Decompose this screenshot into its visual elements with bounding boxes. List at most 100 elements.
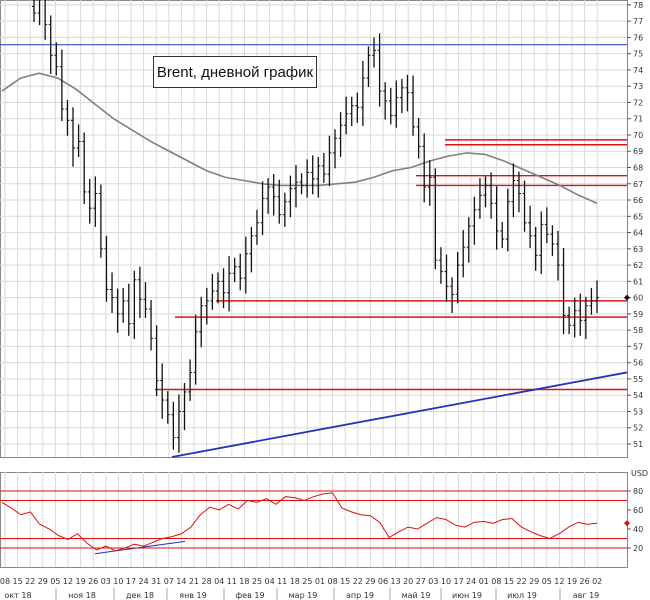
- x-tick-label: 22: [353, 577, 363, 586]
- y-tick-label: 58: [633, 326, 643, 335]
- x-month-label: июн 19: [452, 591, 482, 600]
- chart-title: Brent, дневной график: [153, 56, 317, 88]
- rsi-tick-label: 60: [633, 506, 643, 515]
- rsi-panel: [0, 490, 627, 552]
- x-tick-label: 11: [277, 577, 287, 586]
- y-tick-label: 66: [633, 196, 643, 205]
- x-tick-label: 15: [13, 577, 23, 586]
- x-tick-label: 01: [479, 577, 489, 586]
- price-bars: [32, 0, 599, 453]
- y-tick-label: 52: [633, 424, 643, 433]
- x-month-label: окт 18: [4, 591, 31, 600]
- x-tick-label: 08: [328, 577, 338, 586]
- y-tick-label: 68: [633, 164, 643, 173]
- y-tick-label: 60: [633, 294, 643, 303]
- x-month-label: мар 19: [289, 591, 318, 600]
- y-tick-label: 67: [633, 180, 643, 189]
- x-tick-label: 11: [227, 577, 237, 586]
- support-resistance-levels: [0, 44, 627, 391]
- x-tick-label: 03: [428, 577, 438, 586]
- x-tick-label: 10: [113, 577, 123, 586]
- y-tick-label: 74: [633, 66, 643, 75]
- x-tick-label: 21: [189, 577, 199, 586]
- x-tick-label: 26: [88, 577, 98, 586]
- rsi-tick-label: 80: [633, 487, 643, 496]
- y-tick-label: 64: [633, 229, 643, 238]
- x-tick-label: 25: [252, 577, 262, 586]
- x-tick-label: 12: [63, 577, 73, 586]
- x-tick-label: 18: [290, 577, 300, 586]
- x-month-label: авг 19: [573, 591, 600, 600]
- y-tick-label: 69: [633, 147, 643, 156]
- y-tick-label: 63: [633, 245, 643, 254]
- rsi-panel-frame: [0, 472, 628, 568]
- x-tick-label: 02: [592, 577, 602, 586]
- time-axis: 08 15 22 29 05 12 19 26 03 10 17 24 31 07 14 21 28 04 11 18…: [0, 577, 602, 600]
- price-panel-frame: [0, 0, 628, 458]
- x-tick-label: 14: [176, 577, 186, 586]
- x-tick-label: 24: [466, 577, 476, 586]
- ma-line: [1, 72, 598, 205]
- x-tick-label: 08: [491, 577, 501, 586]
- y-tick-label: 72: [633, 98, 643, 107]
- x-tick-label: 22: [25, 577, 35, 586]
- x-tick-label: 05: [50, 577, 60, 586]
- x-tick-label: 25: [302, 577, 312, 586]
- y-tick-label: 62: [633, 261, 643, 270]
- x-tick-label: 26: [580, 577, 590, 586]
- y-tick-label: 53: [633, 407, 643, 416]
- x-tick-label: 03: [101, 577, 111, 586]
- y-tick-label: 75: [633, 50, 643, 59]
- price-axis: 51 52 53 54 55 56 57 58 59 60 61 62 63 64 65 66 67 68 69 70…: [624, 1, 643, 449]
- x-tick-label: 28: [202, 577, 212, 586]
- x-tick-label: 13: [391, 577, 401, 586]
- x-tick-label: 20: [403, 577, 413, 586]
- x-tick-label: 04: [214, 577, 224, 586]
- y-tick-label: 73: [633, 82, 643, 91]
- y-tick-label: 57: [633, 342, 643, 351]
- y-tick-label: 76: [633, 33, 643, 42]
- x-month-label: июл 19: [507, 591, 537, 600]
- y-tick-label: 56: [633, 359, 643, 368]
- x-tick-label: 15: [504, 577, 514, 586]
- x-tick-label: 29: [38, 577, 48, 586]
- y-tick-label: 51: [633, 440, 643, 449]
- x-month-label: фев 19: [235, 591, 264, 600]
- rsi-last-marker: [624, 520, 630, 527]
- x-tick-label: 18: [239, 577, 249, 586]
- y-tick-label: 59: [633, 310, 643, 319]
- x-tick-label: 17: [454, 577, 464, 586]
- x-tick-label: 10: [441, 577, 451, 586]
- y-tick-label: 54: [633, 391, 643, 400]
- x-month-label: янв 19: [179, 591, 206, 600]
- y-tick-label: 77: [633, 17, 643, 26]
- x-tick-label: 08: [0, 577, 10, 586]
- last-price-marker: [624, 294, 630, 301]
- x-tick-label: 24: [139, 577, 149, 586]
- x-tick-label: 29: [529, 577, 539, 586]
- x-tick-label: 22: [517, 577, 527, 586]
- x-tick-label: 17: [126, 577, 136, 586]
- x-tick-label: 01: [315, 577, 325, 586]
- rsi-unit-label: USD: [631, 469, 648, 478]
- x-month-label: дек 18: [126, 591, 154, 600]
- y-tick-label: 71: [633, 115, 643, 124]
- x-tick-label: 05: [542, 577, 552, 586]
- y-tick-label: 70: [633, 131, 643, 140]
- moving-average: [1, 72, 598, 205]
- x-tick-label: 15: [340, 577, 350, 586]
- x-tick-label: 27: [416, 577, 426, 586]
- x-tick-label: 19: [567, 577, 577, 586]
- x-month-label: апр 19: [346, 591, 374, 600]
- rsi-tick-label: 20: [633, 544, 643, 553]
- x-tick-label: 12: [554, 577, 564, 586]
- x-month-label: ноя 18: [68, 591, 96, 600]
- x-tick-label: 04: [265, 577, 275, 586]
- x-month-label: май 19: [402, 591, 431, 600]
- x-tick-label: 06: [378, 577, 388, 586]
- rsi-tick-label: 40: [633, 525, 643, 534]
- y-tick-label: 65: [633, 212, 643, 221]
- x-tick-label: 19: [76, 577, 86, 586]
- long-trend-line: [171, 371, 628, 458]
